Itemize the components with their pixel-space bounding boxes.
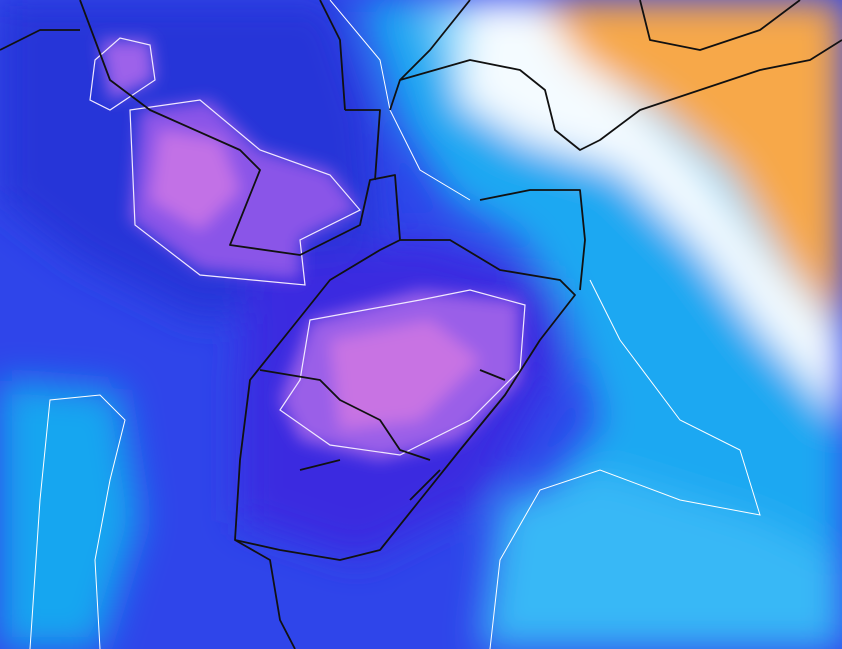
purple-areas bbox=[100, 40, 520, 460]
contours-light bbox=[89, 37, 526, 456]
